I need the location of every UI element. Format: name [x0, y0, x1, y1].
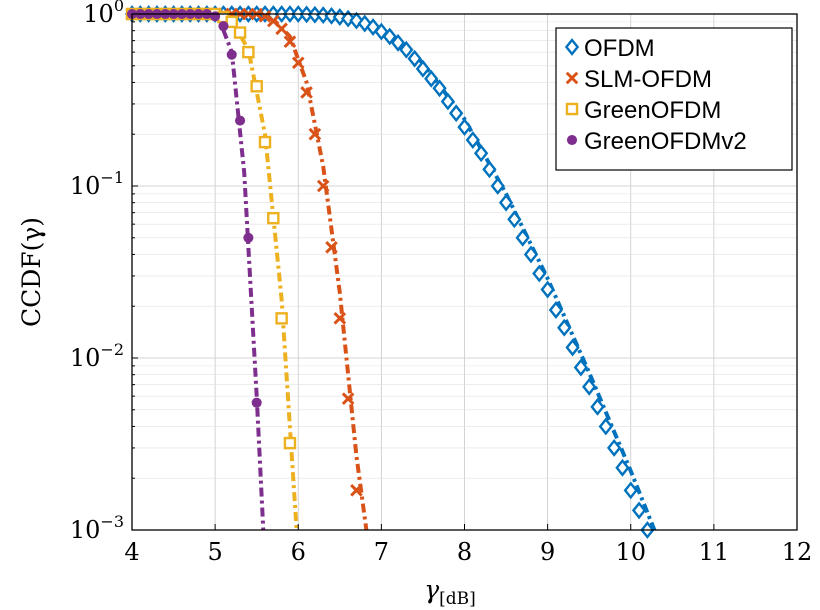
- data-point-slm-ofdm: [316, 179, 330, 193]
- data-point-ofdm: [540, 280, 555, 299]
- data-point-ofdm: [415, 59, 431, 78]
- data-point-ofdm: [565, 338, 580, 357]
- curve-slm-ofdm: [132, 12, 369, 530]
- curve-greenofdm: [132, 12, 299, 530]
- y-tick-label: 10−1: [70, 168, 124, 200]
- data-point-ofdm: [482, 160, 497, 179]
- data-point-ofdm: [507, 210, 522, 229]
- data-point-ofdm: [623, 481, 638, 500]
- data-point-ofdm: [490, 177, 505, 195]
- data-point-slm-ofdm: [341, 392, 355, 406]
- data-point-ofdm: [557, 318, 572, 337]
- data-point-slm-ofdm: [333, 312, 347, 325]
- data-point-greenofdm: [283, 436, 297, 450]
- data-point-ofdm: [532, 264, 547, 283]
- data-point-ofdm: [615, 458, 630, 477]
- data-point-greenofdm: [267, 211, 280, 225]
- data-point-slm-ofdm: [325, 241, 338, 254]
- data-point-ofdm: [457, 118, 472, 137]
- data-point-ofdm: [598, 417, 613, 436]
- legend-marker-greenofdm: [565, 102, 579, 116]
- data-point-ofdm: [424, 69, 439, 88]
- data-point-ofdm: [407, 49, 422, 68]
- data-point-slm-ofdm: [275, 22, 288, 36]
- x-tick-label: 8: [457, 538, 472, 566]
- data-point-ofdm: [631, 501, 647, 520]
- legend: OFDM SLM-OFDM GreenOFDM GreenOFDMv2: [555, 27, 793, 171]
- data-point-ofdm: [440, 92, 456, 111]
- x-tick-label: 7: [374, 538, 389, 566]
- data-point-slm-ofdm: [283, 35, 297, 49]
- data-point-ofdm: [432, 79, 447, 98]
- legend-marker-greenofdmv2: [566, 134, 578, 146]
- data-point-greenofdmv2: [226, 49, 237, 60]
- axis-ticks: 4 5 6 7 8 9 10 11 12 100 10−1 10−2 10−3: [70, 0, 812, 566]
- legend-marker-ofdm: [564, 38, 580, 56]
- data-point-greenofdm: [233, 26, 247, 39]
- data-point-ofdm: [573, 358, 589, 377]
- data-point-greenofdmv2: [243, 232, 254, 243]
- data-point-greenofdmv2: [235, 115, 246, 126]
- x-tick-label: 6: [291, 538, 306, 566]
- data-point-greenofdmv2: [210, 11, 221, 22]
- data-point-ofdm: [349, 11, 364, 30]
- y-tick-label: 100: [83, 0, 124, 28]
- x-tick-label: 5: [207, 538, 222, 566]
- legend-box: [555, 27, 793, 171]
- legend-label: GreenOFDM: [584, 97, 721, 124]
- curve-greenofdmv2: [132, 12, 266, 530]
- legend-label: GreenOFDMv2: [584, 128, 747, 155]
- data-point-ofdm: [390, 33, 406, 52]
- data-point-greenofdm: [250, 80, 263, 93]
- data-point-greenofdm: [258, 135, 272, 149]
- data-point-slm-ofdm: [300, 86, 313, 99]
- data-point-ofdm: [382, 27, 397, 46]
- x-tick-label: 9: [540, 538, 555, 566]
- data-point-ofdm: [590, 397, 605, 416]
- data-point-greenofdm: [225, 15, 238, 29]
- y-tick-label: 10−2: [70, 340, 124, 372]
- x-tick-label: 4: [124, 538, 139, 566]
- data-point-ofdm: [399, 40, 414, 59]
- data-point-ofdm: [449, 104, 464, 123]
- x-tick-label: 11: [699, 538, 730, 566]
- data-point-greenofdm: [275, 312, 288, 325]
- legend-label: OFDM: [584, 35, 655, 62]
- data-point-ofdm: [473, 144, 489, 163]
- y-axis-label: CCDF(γ): [17, 217, 46, 327]
- legend-label: SLM-OFDM: [584, 66, 712, 93]
- data-point-greenofdm: [242, 45, 255, 59]
- data-point-ofdm: [365, 18, 381, 36]
- x-tick-label: 12: [782, 538, 813, 566]
- data-point-slm-ofdm: [350, 484, 363, 497]
- data-point-slm-ofdm: [291, 56, 305, 70]
- data-point-ofdm: [523, 245, 539, 264]
- data-point-greenofdmv2: [218, 21, 229, 32]
- data-point-greenofdmv2: [251, 397, 262, 408]
- data-point-ofdm: [332, 8, 347, 26]
- data-point-ofdm: [465, 131, 480, 149]
- data-point-ofdm: [515, 228, 530, 247]
- data-point-ofdm: [582, 377, 597, 396]
- legend-marker-slm-ofdm: [565, 71, 579, 85]
- data-point-ofdm: [606, 439, 622, 457]
- y-tick-label: 10−3: [70, 512, 124, 544]
- data-point-ofdm: [498, 193, 514, 212]
- x-tick-label: 10: [615, 538, 646, 566]
- data-point-slm-ofdm: [308, 127, 322, 141]
- data-point-slm-ofdm: [258, 9, 272, 23]
- data-point-ofdm: [548, 301, 564, 319]
- x-axis-label: γ[dB]: [424, 575, 476, 609]
